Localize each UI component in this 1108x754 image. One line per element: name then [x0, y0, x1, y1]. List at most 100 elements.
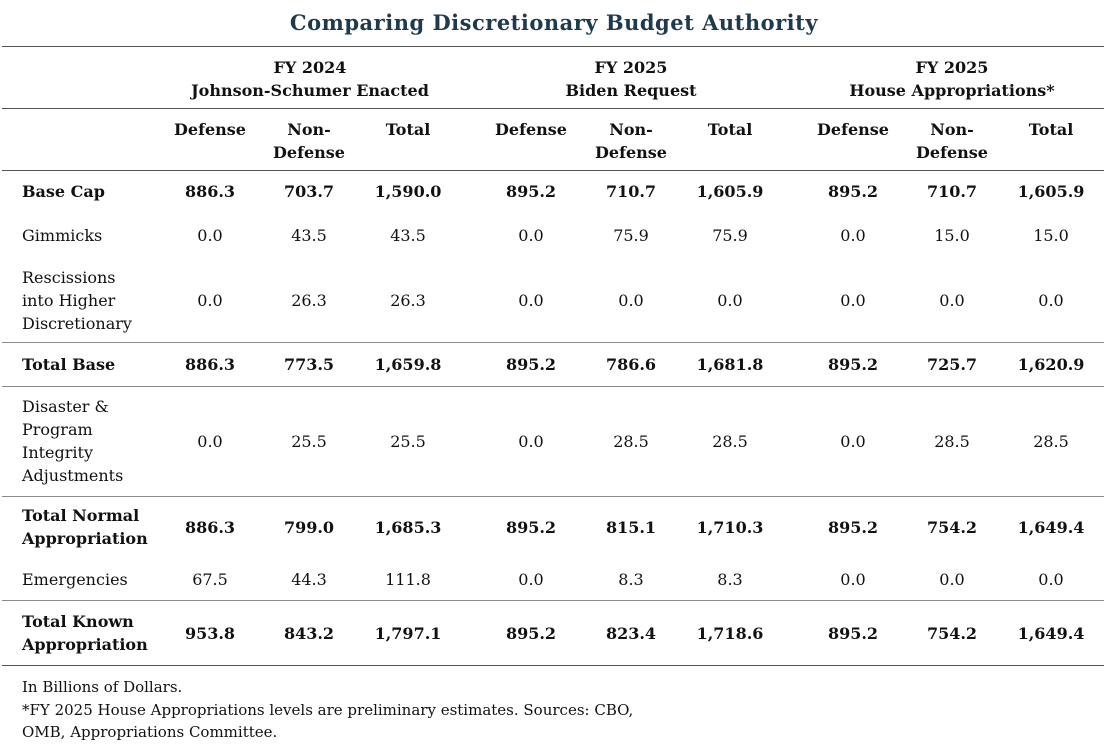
table-cell: 1,605.9: [1017, 181, 1085, 201]
table-cell: 895.2: [827, 623, 879, 643]
row-label: Total Normal Appropriation: [22, 506, 148, 548]
table-cell: 823.4: [605, 623, 657, 643]
column-header: Defense: [817, 120, 889, 139]
table-cell: 754.2: [926, 623, 978, 643]
table-cell: 26.3: [291, 291, 327, 310]
table-cell: 75.9: [613, 226, 649, 245]
table-cell: 0.0: [939, 291, 965, 310]
table-cell: 815.1: [605, 517, 657, 537]
table-cell: 1,710.3: [696, 517, 764, 537]
table-cell: 710.7: [605, 181, 657, 201]
footnote-line: In Billions of Dollars.: [22, 678, 183, 696]
table-cell: 1,685.3: [374, 517, 442, 537]
row-label: Total Base: [22, 354, 116, 374]
rule-line: [2, 496, 1104, 497]
table-cell: 1,605.9: [696, 181, 764, 201]
column-header: Non- Defense: [916, 120, 988, 162]
table-cell: 8.3: [618, 569, 644, 589]
group-header: FY 2025 House Appropriations*: [792, 56, 1108, 102]
table-cell: 754.2: [926, 517, 978, 537]
table-cell: 0.0: [1038, 291, 1064, 310]
table-cell: 67.5: [192, 569, 228, 589]
rule-line: [2, 108, 1104, 109]
table-cell: 28.5: [712, 431, 748, 451]
table-cell: 0.0: [939, 569, 965, 589]
table-cell: 895.2: [827, 354, 879, 374]
table-cell: 895.2: [827, 517, 879, 537]
row-label: Disaster & Program Integrity Adjustments: [22, 397, 124, 485]
footnote-line: *FY 2025 House Appropriations levels are…: [22, 700, 634, 719]
table-cell: 886.3: [184, 517, 236, 537]
table-cell: 0.0: [518, 431, 544, 451]
table-cell: 895.2: [505, 354, 557, 374]
column-header: Defense: [495, 120, 567, 139]
table-cell: 710.7: [926, 181, 978, 201]
column-header: Defense: [174, 120, 246, 139]
column-header: Total: [707, 120, 753, 139]
table-cell: 0.0: [840, 226, 866, 245]
footnote-line: OMB, Appropriations Committee.: [22, 723, 278, 741]
group-header-title: Biden Request: [565, 81, 697, 100]
table-cell: 0.0: [518, 291, 544, 310]
column-header: Total: [385, 120, 431, 139]
row-label: Base Cap: [22, 181, 105, 201]
table-cell: 0.0: [518, 226, 544, 245]
table-cell: 1,681.8: [696, 354, 764, 374]
table-cell: 1,649.4: [1017, 517, 1085, 537]
table-cell: 1,620.9: [1017, 354, 1085, 374]
table-cell: 0.0: [197, 291, 223, 310]
table-cell: 886.3: [184, 354, 236, 374]
table-cell: 773.5: [283, 354, 335, 374]
group-header: FY 2024 Johnson-Schumer Enacted: [150, 56, 470, 102]
table-cell: 26.3: [390, 291, 426, 310]
row-label: Emergencies: [22, 569, 128, 589]
rule-line: [2, 665, 1104, 666]
rule-line: [2, 342, 1104, 343]
table-cell: 0.0: [618, 291, 644, 310]
row-label: Gimmicks: [22, 226, 103, 245]
group-header-year: FY 2025: [594, 58, 668, 77]
table-cell: 895.2: [505, 181, 557, 201]
table-cell: 28.5: [1033, 431, 1069, 451]
table-cell: 0.0: [1038, 569, 1064, 589]
table-cell: 843.2: [283, 623, 335, 643]
table-cell: 895.2: [827, 181, 879, 201]
table-cell: 44.3: [291, 569, 327, 589]
table-cell: 886.3: [184, 181, 236, 201]
table-cell: 28.5: [934, 431, 970, 451]
table-cell: 15.0: [934, 226, 970, 245]
table-cell: 1,590.0: [374, 181, 442, 201]
table-cell: 895.2: [505, 517, 557, 537]
table-cell: 25.5: [390, 431, 426, 451]
table-cell: 725.7: [926, 354, 978, 374]
table-cell: 895.2: [505, 623, 557, 643]
column-header: Total: [1028, 120, 1074, 139]
table-cell: 15.0: [1033, 226, 1069, 245]
table-cell: 799.0: [283, 517, 335, 537]
table-cell: 1,659.8: [374, 354, 442, 374]
group-header: FY 2025 Biden Request: [471, 56, 791, 102]
table-cell: 0.0: [840, 569, 866, 589]
rule-line: [2, 600, 1104, 601]
table-cell: 1,718.6: [696, 623, 764, 643]
table-cell: 75.9: [712, 226, 748, 245]
table-cell: 0.0: [197, 431, 223, 451]
table-cell: 703.7: [283, 181, 335, 201]
group-header-year: FY 2025: [915, 58, 989, 77]
table-cell: 111.8: [385, 569, 431, 589]
table-cell: 0.0: [717, 291, 743, 310]
table-cell: 0.0: [840, 291, 866, 310]
table-cell: 43.5: [390, 226, 426, 245]
table-cell: 8.3: [717, 569, 743, 589]
table-cell: 0.0: [518, 569, 544, 589]
rule-line: [2, 170, 1104, 171]
rule-line: [2, 46, 1104, 47]
group-header-year: FY 2024: [273, 58, 347, 77]
rule-line: [2, 386, 1104, 387]
footnotes: In Billions of Dollars. *FY 2025 House Ap…: [22, 676, 722, 744]
group-header-title: House Appropriations*: [849, 81, 1055, 100]
row-label: Total Known Appropriation: [22, 612, 148, 654]
table-cell: 953.8: [184, 623, 236, 643]
page-title: Comparing Discretionary Budget Authority: [289, 10, 819, 35]
column-header: Non- Defense: [273, 120, 345, 162]
